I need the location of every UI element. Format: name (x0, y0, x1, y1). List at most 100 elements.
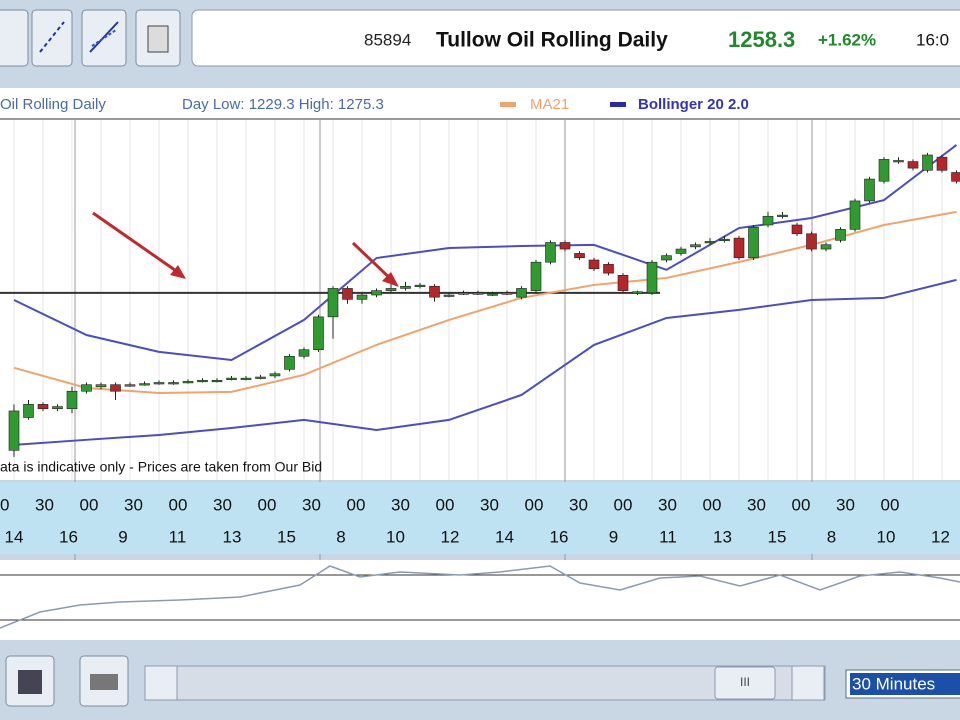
candle-body (675, 248, 687, 254)
icon (89, 21, 119, 53)
day-label: 14 (5, 527, 24, 546)
minute-label: 00 (525, 495, 544, 514)
candle-body (182, 381, 194, 384)
minute-label: 00 (881, 495, 900, 514)
candle-body (124, 384, 136, 387)
candle-body (8, 410, 20, 451)
candle-body (864, 178, 875, 202)
instrument: Oil Rolling Daily (0, 96, 106, 113)
minute-label: 30 (836, 495, 855, 514)
change: +1.62% (818, 30, 876, 49)
candle-body (95, 384, 107, 388)
candle-body (617, 275, 629, 291)
candle-body (371, 290, 382, 296)
candle-body (298, 349, 310, 357)
day-label: 13 (223, 527, 242, 546)
oscillator-line (0, 565, 960, 629)
icon (18, 670, 42, 694)
candle-body (733, 237, 745, 259)
candle-body (327, 288, 339, 318)
time: 16:0 (916, 30, 949, 49)
candle-body (501, 292, 513, 295)
minute-label: 00 (347, 495, 366, 514)
candle-body (487, 293, 498, 296)
candle-body (168, 382, 179, 385)
bollinger-lower (13, 278, 957, 446)
legend-swatch (610, 102, 626, 107)
minute-label: 00 (258, 495, 277, 514)
interval: 30 Minutes (852, 674, 935, 693)
oscillator-panel (0, 560, 960, 640)
tool-button[interactable] (0, 9, 29, 67)
minute-label: 30 (124, 495, 143, 514)
info-box (191, 9, 960, 67)
day-label: 12 (931, 527, 950, 546)
candle-body (893, 160, 904, 163)
candle-body (719, 238, 730, 242)
day-label: 16 (59, 527, 78, 546)
minute-label: 30 (747, 495, 766, 514)
disclaimer: ata is indicative only - Prices are take… (0, 459, 322, 475)
candle-body (81, 384, 92, 392)
scroll-right[interactable] (791, 665, 825, 701)
annotation-arrow (92, 211, 183, 277)
candle-body (588, 259, 600, 270)
scroll-thumb[interactable] (714, 666, 776, 700)
day-label: 10 (877, 527, 896, 546)
day-label: 12 (441, 527, 460, 546)
day-label: 9 (609, 527, 618, 546)
candle-body (791, 224, 803, 235)
minute-label: 30 (213, 495, 232, 514)
candle-body (23, 404, 34, 418)
bollinger-upper (13, 144, 958, 361)
candle-body (530, 261, 542, 291)
legend-ma: MA21 (530, 96, 569, 113)
candle-body (255, 376, 266, 379)
candle-body (646, 261, 658, 294)
selection (850, 673, 960, 695)
minute-label: 00 (614, 495, 633, 514)
candle-body (603, 264, 614, 274)
candle-body (226, 377, 237, 380)
annotation-arrow (351, 241, 396, 284)
minute-label: 00 (436, 495, 455, 514)
minute-label: 00 (703, 495, 722, 514)
candle-body (240, 377, 252, 380)
day-label: 15 (768, 527, 787, 546)
candle-body (922, 154, 933, 171)
time-axis (0, 482, 960, 554)
candle-body (284, 355, 295, 370)
minute-label: 30 (35, 495, 54, 514)
candle-body (777, 214, 788, 217)
scroll-left[interactable] (144, 665, 178, 701)
candle-body (458, 292, 469, 295)
candle-body (211, 380, 223, 383)
minute-label: 00 (169, 495, 188, 514)
candle-body (66, 390, 78, 410)
arrow-head (382, 272, 399, 287)
minute-label: 30 (658, 495, 677, 514)
candle-body (153, 382, 165, 385)
time-labels: 0 30 00 30 00 30 00 30 00 30 00 30 00 30 00 30 00 30 00 30 0… (0, 495, 950, 546)
candle-body (936, 156, 948, 171)
candle-body (835, 229, 846, 241)
candle-body (820, 244, 832, 250)
candle-body (559, 242, 571, 250)
day-label: 14 (495, 527, 514, 546)
day-range: Day Low: 1229.3 High: 1275.3 (182, 96, 384, 113)
candle-body (661, 255, 672, 261)
candle-body (443, 294, 455, 297)
tool-button[interactable] (31, 9, 73, 67)
icon (90, 674, 118, 690)
ma-line (13, 210, 957, 395)
candle-body (748, 226, 759, 259)
day-label: 16 (550, 527, 569, 546)
candle-body (472, 292, 484, 295)
minute-label: 00 (80, 495, 99, 514)
candle-body (907, 161, 919, 169)
chart-panel (0, 88, 960, 480)
icon (147, 25, 169, 53)
candle-body (197, 380, 208, 383)
